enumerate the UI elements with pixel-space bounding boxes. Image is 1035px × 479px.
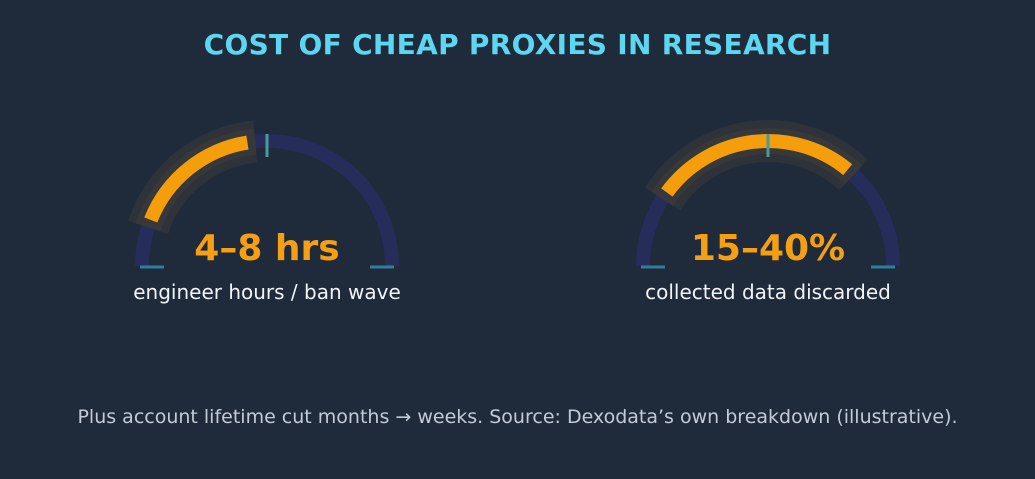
gauge-range-fill (144, 135, 249, 223)
gauge-label: collected data discarded (645, 280, 891, 304)
gauge-value: 4–8 hrs (194, 228, 340, 269)
footer-note: Plus account lifetime cut months → weeks… (77, 406, 958, 428)
gauge-label: engineer hours / ban wave (133, 280, 401, 304)
gauge-value: 15–40% (690, 228, 846, 269)
gauge-dial (636, 120, 900, 269)
chart-title: COST OF CHEAP PROXIES IN RESEARCH (203, 28, 832, 61)
gauge-engineer-hours: 4–8 hrs engineer hours / ban wave (102, 90, 432, 320)
gauge-dial (128, 120, 399, 269)
gauge-data-discarded: 15–40% collected data discarded (603, 90, 933, 320)
gauge-range-fill (661, 134, 853, 197)
